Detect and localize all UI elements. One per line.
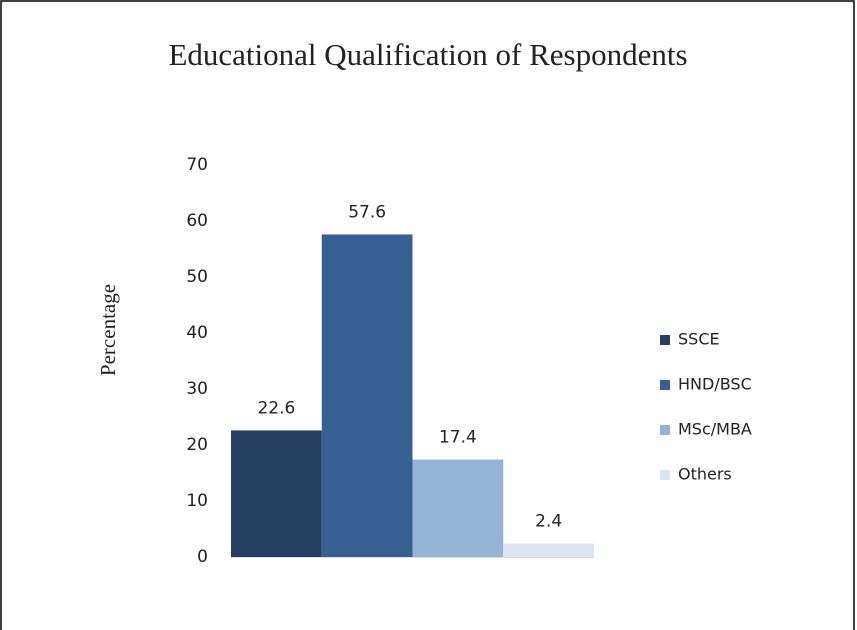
bar bbox=[503, 543, 594, 557]
y-tick-label: 40 bbox=[186, 323, 208, 343]
legend-swatch bbox=[660, 425, 670, 435]
legend-label: SSCE bbox=[678, 330, 720, 349]
data-label: 22.6 bbox=[257, 398, 295, 418]
legend-label: MSc/MBA bbox=[678, 420, 752, 439]
bar bbox=[412, 459, 504, 557]
legend-swatch bbox=[660, 470, 670, 480]
y-tick-label: 70 bbox=[186, 155, 208, 175]
bar bbox=[321, 234, 413, 557]
legend-label: HND/BSC bbox=[678, 375, 752, 394]
chart-title: Educational Qualification of Respondents bbox=[168, 37, 687, 72]
legend-label: Others bbox=[678, 465, 732, 484]
y-tick-label: 10 bbox=[186, 491, 208, 511]
y-tick-label: 50 bbox=[186, 267, 208, 287]
data-label: 2.4 bbox=[535, 512, 562, 532]
bar bbox=[231, 430, 322, 557]
y-tick-label: 0 bbox=[197, 547, 208, 567]
legend-swatch bbox=[660, 335, 670, 345]
legend-swatch bbox=[660, 380, 670, 390]
y-axis-label: Percentage bbox=[96, 284, 120, 376]
y-tick-label: 60 bbox=[186, 211, 208, 231]
data-label: 57.6 bbox=[348, 202, 386, 222]
y-tick-label: 30 bbox=[186, 379, 208, 399]
data-label: 17.4 bbox=[439, 428, 477, 448]
y-tick-label: 20 bbox=[186, 435, 208, 455]
